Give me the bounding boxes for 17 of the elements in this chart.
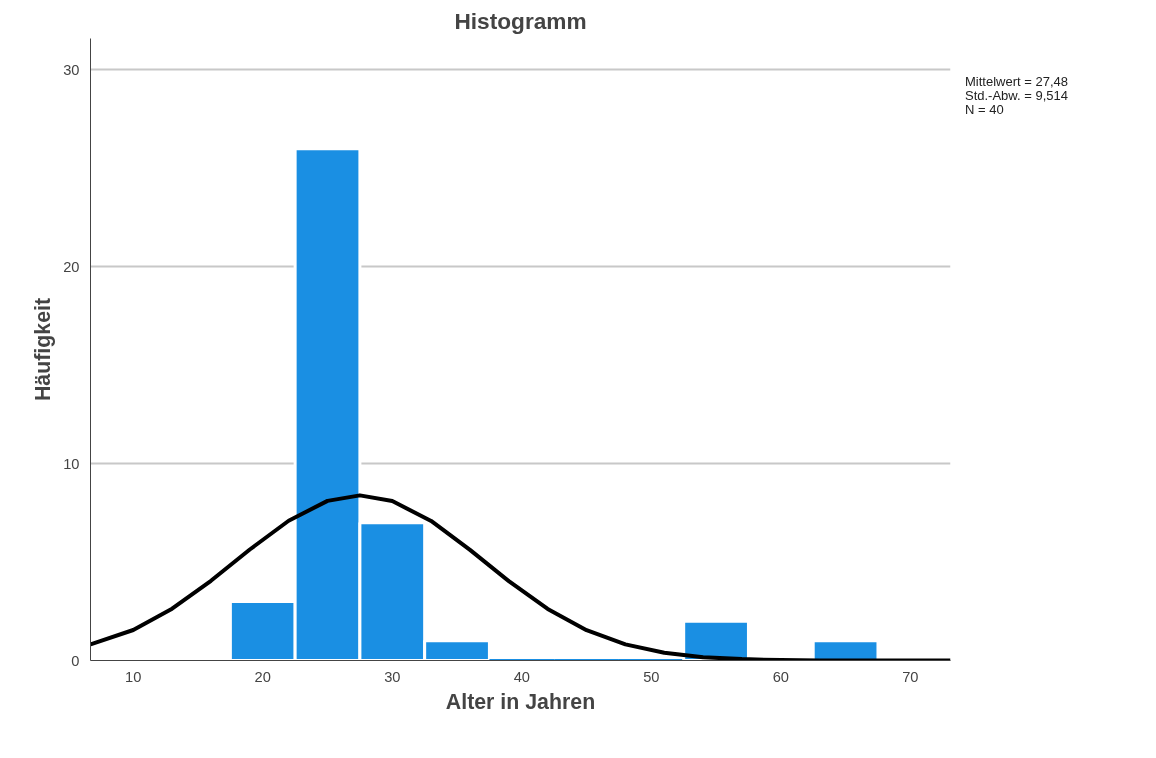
text: Std.-Abw. = 9,514 [965,88,1068,103]
text: N = 40 [965,102,1004,117]
x-axis-title: Alter in Jahren [445,689,596,714]
x-tick-label: 70 [902,668,919,685]
x-tick-label: 20 [254,668,271,685]
y-tick-label: 20 [63,258,80,275]
x-tick-label: 30 [384,668,401,685]
y-tick-label: 0 [71,652,80,669]
text: Mittelwert = 27,48 [965,74,1068,89]
y-axis-title: Häufigkeit [31,297,56,402]
y-tick-label: 30 [63,61,80,78]
x-tick-label: 40 [513,668,530,685]
chart-title: Histogramm [454,7,587,34]
x-tick-label: 10 [125,668,142,685]
x-tick-label: 50 [643,668,660,685]
y-tick-label: 10 [63,455,80,472]
x-tick-label: 60 [772,668,789,685]
